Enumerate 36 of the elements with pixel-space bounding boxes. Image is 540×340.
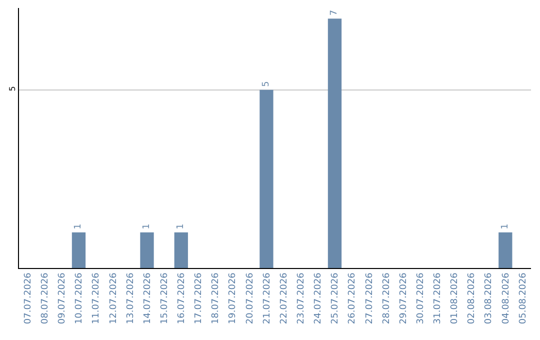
data-label: 1 [142,224,152,230]
x-tick-label: 30.07.2026 [416,272,426,324]
x-tick-label: 03.08.2026 [484,272,494,324]
x-tick-label: 20.07.2026 [245,272,256,324]
x-tick-label: 25.07.2026 [330,272,341,324]
x-tick-label: 27.07.2026 [364,272,375,324]
x-tick-label: 23.07.2026 [296,272,307,324]
x-tick-label: 01.08.2026 [450,272,460,324]
data-label: 1 [176,224,186,230]
data-label: 5 [261,81,272,87]
x-tick-label: 15.07.2026 [160,272,170,324]
x-tick-label: 05.08.2026 [518,272,528,324]
x-tick-label: 22.07.2026 [279,272,290,324]
x-tick-label: 13.07.2026 [126,272,136,324]
data-label: 7 [330,10,340,16]
x-tick-label: 21.07.2026 [262,272,272,324]
x-tick-label: 18.07.2026 [211,272,222,324]
x-tick-label: 19.07.2026 [228,272,238,324]
x-tick-label: 10.07.2026 [74,272,85,324]
x-tick-label: 14.07.2026 [142,272,153,324]
x-tick-label: 09.07.2026 [58,272,68,324]
data-label: 1 [74,224,84,230]
x-tick-label: 16.07.2026 [177,272,188,324]
x-tick-label: 04.08.2026 [501,272,512,324]
x-tick-label: 28.07.2026 [382,272,392,324]
data-label: 1 [500,224,510,230]
x-tick-label: 12.07.2026 [108,272,119,324]
x-tick-label: 31.07.2026 [433,272,444,324]
x-tick-label: 17.07.2026 [194,272,204,324]
x-tick-label: 07.07.2026 [23,272,34,324]
x-tick-label: 29.07.2026 [398,272,409,324]
x-tick-label: 24.07.2026 [314,272,324,324]
x-tick-label: 26.07.2026 [348,272,358,324]
x-tick-label: 11.07.2026 [92,272,102,324]
x-tick-label: 08.07.2026 [40,272,51,324]
x-tick-label: 02.08.2026 [467,272,478,324]
